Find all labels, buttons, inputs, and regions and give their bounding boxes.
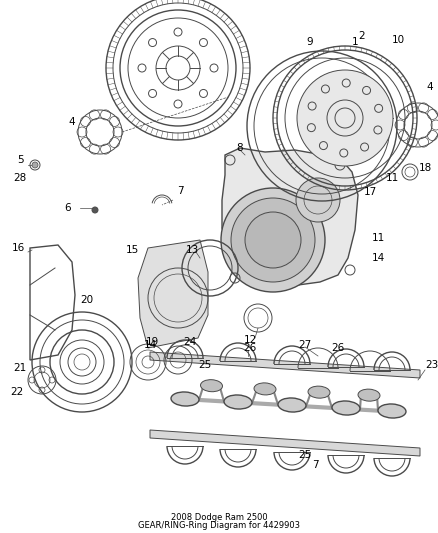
Text: 28: 28 xyxy=(14,173,27,183)
Text: 15: 15 xyxy=(125,245,138,255)
Ellipse shape xyxy=(332,401,360,415)
Text: 2008 Dodge Ram 2500: 2008 Dodge Ram 2500 xyxy=(171,513,267,521)
Circle shape xyxy=(297,70,393,166)
Text: 12: 12 xyxy=(244,335,257,345)
Ellipse shape xyxy=(358,389,380,401)
Text: 5: 5 xyxy=(17,155,23,165)
Text: 6: 6 xyxy=(65,203,71,213)
Polygon shape xyxy=(150,352,420,378)
Text: 23: 23 xyxy=(425,360,438,370)
Text: 9: 9 xyxy=(307,37,313,47)
Text: 1: 1 xyxy=(352,37,358,47)
Circle shape xyxy=(221,188,325,292)
Text: 21: 21 xyxy=(14,363,27,373)
Text: 13: 13 xyxy=(185,245,198,255)
Text: 7: 7 xyxy=(312,460,318,470)
Circle shape xyxy=(245,212,301,268)
Text: GEAR/RING-Ring Diagram for 4429903: GEAR/RING-Ring Diagram for 4429903 xyxy=(138,521,300,529)
Ellipse shape xyxy=(278,398,306,412)
Text: 17: 17 xyxy=(364,187,377,197)
Text: 18: 18 xyxy=(418,163,431,173)
Ellipse shape xyxy=(171,392,199,406)
Ellipse shape xyxy=(201,379,223,392)
Text: 26: 26 xyxy=(244,343,257,353)
Circle shape xyxy=(231,198,315,282)
Text: 16: 16 xyxy=(11,243,25,253)
Ellipse shape xyxy=(254,383,276,395)
Text: 4: 4 xyxy=(427,82,433,92)
Circle shape xyxy=(92,207,98,213)
Text: 19: 19 xyxy=(145,337,159,347)
Text: 14: 14 xyxy=(371,253,385,263)
Text: 27: 27 xyxy=(298,340,311,350)
Text: 8: 8 xyxy=(237,143,244,153)
Text: 14: 14 xyxy=(143,340,157,350)
Ellipse shape xyxy=(224,395,252,409)
Text: 26: 26 xyxy=(332,343,345,353)
Text: 25: 25 xyxy=(198,360,212,370)
Polygon shape xyxy=(222,148,358,285)
Polygon shape xyxy=(150,430,420,456)
Ellipse shape xyxy=(308,386,330,398)
Text: 20: 20 xyxy=(81,295,94,305)
Text: 10: 10 xyxy=(392,35,405,45)
Text: 24: 24 xyxy=(184,337,197,347)
Ellipse shape xyxy=(378,404,406,418)
Text: 7: 7 xyxy=(177,186,184,196)
Text: 4: 4 xyxy=(69,117,75,127)
Text: 25: 25 xyxy=(298,450,311,460)
Text: 22: 22 xyxy=(11,387,24,397)
Circle shape xyxy=(296,178,340,222)
Text: 11: 11 xyxy=(371,233,385,243)
Polygon shape xyxy=(138,240,208,348)
Circle shape xyxy=(32,162,38,168)
Text: 2: 2 xyxy=(359,31,365,41)
Text: 11: 11 xyxy=(385,173,399,183)
